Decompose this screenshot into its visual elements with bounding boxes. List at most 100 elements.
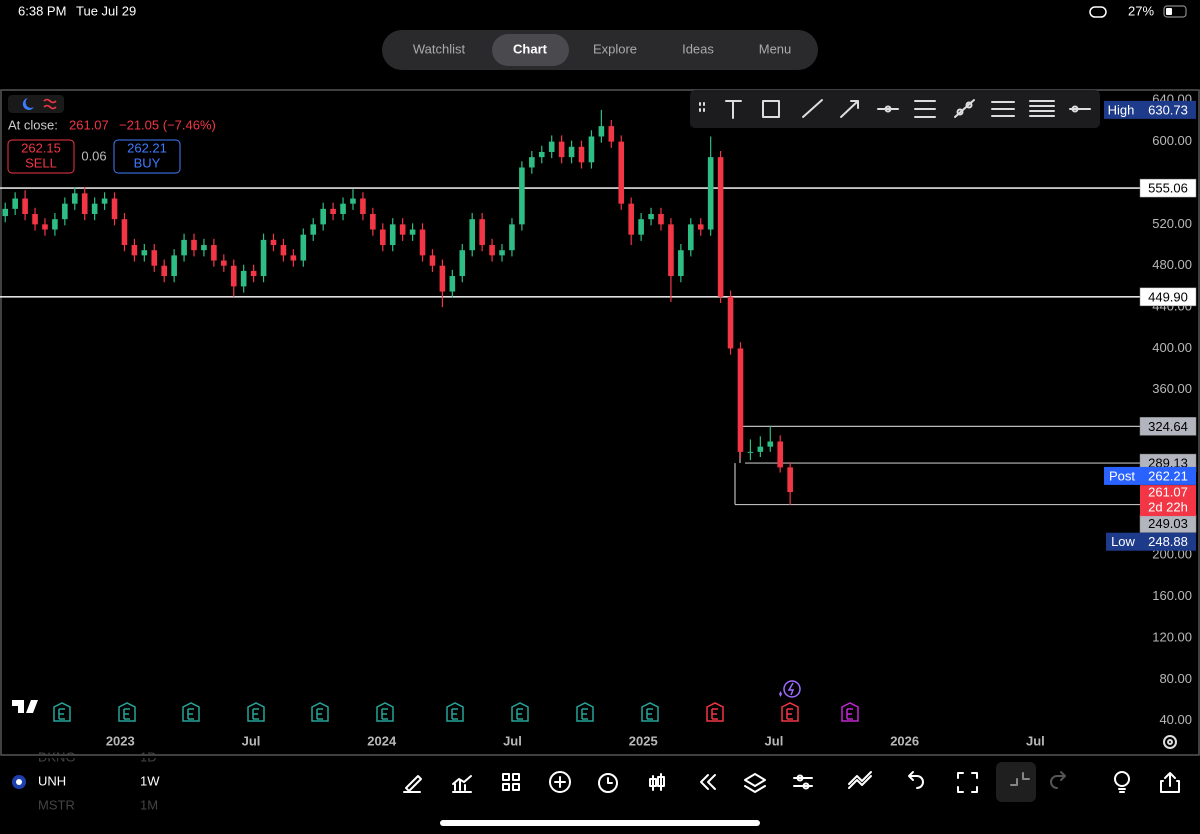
- buy-price: 262.21: [127, 140, 167, 155]
- candle-body: [588, 136, 595, 163]
- earnings-icon: [841, 702, 859, 722]
- candle-body: [91, 203, 98, 215]
- candle-body: [648, 214, 654, 220]
- candle-body: [240, 270, 247, 287]
- interval-next[interactable]: 1M: [140, 797, 158, 812]
- candle-body: [767, 441, 774, 447]
- y-tick-label: 600.00: [1152, 133, 1192, 148]
- last-value: 261.07: [1148, 485, 1188, 500]
- x-tick-label: Jul: [242, 733, 261, 748]
- level-label: 324.64: [1148, 419, 1188, 434]
- candle-body: [81, 193, 88, 215]
- post-value: 262.21: [1148, 468, 1188, 483]
- candle-body: [519, 167, 525, 225]
- earnings-icon: [311, 702, 329, 722]
- earnings-icon: [53, 702, 71, 722]
- x-tick-label: Jul: [503, 733, 522, 748]
- candle-body: [201, 245, 207, 251]
- home-indicator: [440, 820, 760, 826]
- close-price: 261.07: [69, 117, 109, 132]
- high-box: [1104, 100, 1196, 119]
- post-label: Post: [1109, 468, 1135, 483]
- x-tick-label: 2023: [106, 733, 135, 748]
- candle-body: [270, 239, 277, 246]
- candle-body: [62, 203, 68, 220]
- candle-body: [350, 198, 356, 204]
- earnings-icon: [641, 702, 659, 722]
- candle-body: [211, 245, 217, 261]
- candle-body: [181, 239, 187, 256]
- status-date: Tue Jul 29: [76, 3, 136, 18]
- earnings-icon: [706, 702, 724, 722]
- y-tick-label: 40.00: [1159, 712, 1192, 727]
- candle-body: [340, 203, 346, 215]
- candle-body: [737, 348, 744, 452]
- candle-body: [668, 224, 674, 277]
- candle-body: [111, 198, 118, 220]
- candle-body: [221, 260, 227, 266]
- candle-body: [419, 229, 426, 256]
- candle-body: [529, 157, 535, 168]
- candle-body: [260, 239, 267, 277]
- level-label: 289.13: [1148, 456, 1188, 471]
- candle-body: [52, 219, 58, 230]
- y-tick-label: 80.00: [1159, 671, 1192, 686]
- candle-body: [22, 198, 28, 215]
- chart-frame: [0, 89, 1200, 756]
- symbol[interactable]: UNH: [38, 773, 66, 788]
- candle-body: [469, 219, 476, 251]
- post-box: [1104, 466, 1196, 485]
- sell-button[interactable]: [7, 139, 75, 174]
- buy-label: BUY: [134, 155, 161, 170]
- low-value: 248.88: [1148, 534, 1188, 549]
- candle-body: [409, 229, 416, 235]
- candle-body: [707, 157, 714, 230]
- last-box: [1140, 485, 1196, 517]
- candle-body: [449, 276, 456, 292]
- tab[interactable]: Chart: [513, 41, 548, 56]
- interval[interactable]: 1W: [140, 773, 160, 788]
- candle-body: [171, 255, 177, 277]
- close-change: −21.05 (−7.46%): [119, 117, 216, 132]
- earnings-icon: [576, 702, 594, 722]
- symbol-next[interactable]: MSTR: [38, 797, 75, 812]
- candle-body: [230, 265, 237, 287]
- candle-body: [697, 224, 704, 230]
- buy-button[interactable]: [113, 139, 181, 174]
- candle-body: [2, 208, 9, 217]
- candle-body: [757, 446, 764, 452]
- candle-body: [360, 198, 366, 215]
- low-box: [1106, 532, 1196, 551]
- x-tick-label: 2025: [629, 733, 658, 748]
- candle-body: [300, 234, 307, 261]
- candle-body: [399, 224, 406, 235]
- candle-body: [32, 214, 38, 225]
- tab[interactable]: Ideas: [682, 41, 714, 56]
- active-tool: [996, 762, 1036, 802]
- candle-body: [687, 224, 694, 251]
- level-label: 555.06: [1148, 181, 1188, 196]
- tab[interactable]: Explore: [593, 41, 637, 56]
- candle-body: [42, 224, 48, 230]
- candle-body: [558, 141, 565, 158]
- earnings-icon: [182, 702, 200, 722]
- level-label-box: [1139, 417, 1197, 436]
- settings-icon[interactable]: [1163, 735, 1177, 749]
- battery-level: 27%: [1128, 3, 1154, 18]
- tab[interactable]: Menu: [759, 41, 792, 56]
- candle-body: [608, 126, 615, 142]
- candle-body: [479, 219, 485, 246]
- candle-body: [727, 296, 734, 349]
- candle-body: [499, 250, 505, 256]
- y-tick-label: 520.00: [1152, 216, 1192, 231]
- candle-body: [161, 265, 168, 277]
- y-tick-label: 160.00: [1152, 588, 1192, 603]
- candle-body: [548, 141, 555, 152]
- y-tick-label: 120.00: [1152, 629, 1192, 644]
- candle-body: [131, 245, 138, 256]
- tab[interactable]: Watchlist: [413, 41, 466, 56]
- candle-body: [658, 214, 664, 225]
- candle-body: [638, 219, 644, 235]
